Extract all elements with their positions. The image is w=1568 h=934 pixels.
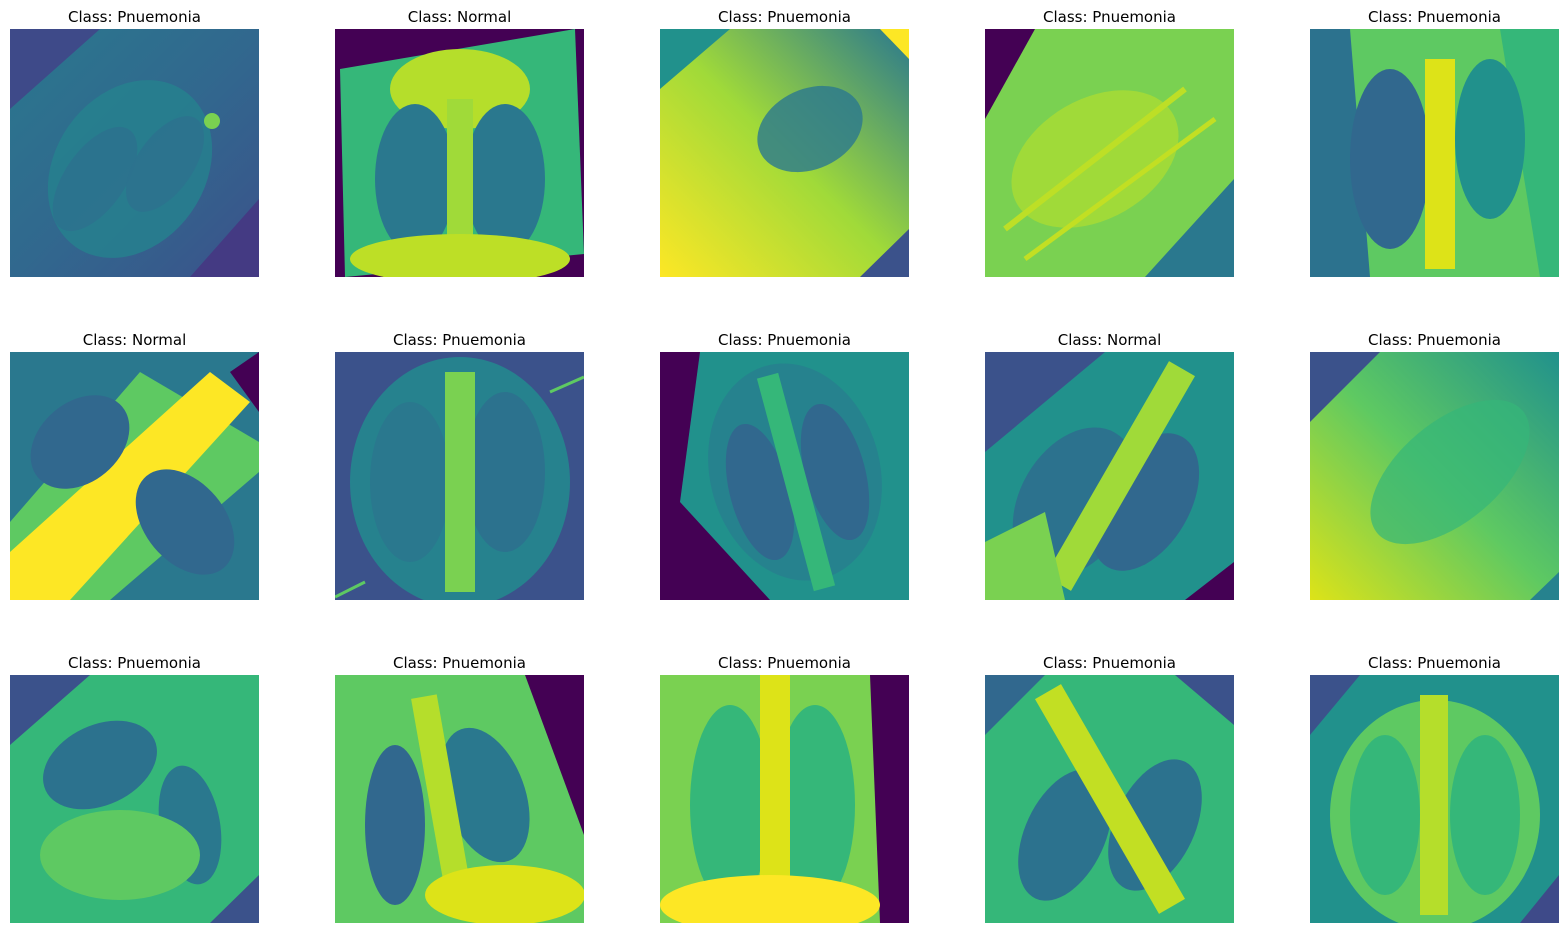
panel-15: Class: Pnuemonia	[1310, 652, 1559, 923]
panel-1: Class: Pnuemonia	[10, 6, 259, 277]
xray-image	[1310, 29, 1559, 277]
panel-6: Class: Normal	[10, 329, 259, 600]
xray-image	[10, 29, 259, 277]
panel-11: Class: Pnuemonia	[10, 652, 259, 923]
xray-image	[660, 352, 909, 600]
panel-13: Class: Pnuemonia	[660, 652, 909, 923]
panel-title: Class: Pnuemonia	[1368, 331, 1501, 349]
panel-title: Class: Normal	[1057, 331, 1162, 349]
xray-picture	[660, 675, 909, 923]
xray-image	[660, 675, 909, 923]
xray-picture	[985, 675, 1234, 923]
panel-7: Class: Pnuemonia	[335, 329, 584, 600]
xray-image	[985, 29, 1234, 277]
xray-picture	[10, 675, 259, 923]
xray-picture	[1310, 352, 1559, 600]
xray-image	[335, 675, 584, 923]
xray-image	[1310, 675, 1559, 923]
xray-image	[10, 352, 259, 600]
panel-8: Class: Pnuemonia	[660, 329, 909, 600]
panel-10: Class: Pnuemonia	[1310, 329, 1559, 600]
panel-3: Class: Pnuemonia	[660, 6, 909, 277]
panel-title: Class: Pnuemonia	[1043, 654, 1176, 672]
xray-picture	[335, 352, 584, 600]
xray-picture	[985, 352, 1234, 600]
xray-image	[335, 29, 584, 277]
panel-title: Class: Pnuemonia	[1368, 8, 1501, 26]
panel-4: Class: Pnuemonia	[985, 6, 1234, 277]
xray-image	[1310, 352, 1559, 600]
panel-title: Class: Pnuemonia	[718, 8, 851, 26]
panel-title: Class: Pnuemonia	[1043, 8, 1176, 26]
panel-9: Class: Normal	[985, 329, 1234, 600]
panel-title: Class: Normal	[82, 331, 187, 349]
panel-12: Class: Pnuemonia	[335, 652, 584, 923]
xray-picture	[335, 675, 584, 923]
xray-image	[335, 352, 584, 600]
panel-14: Class: Pnuemonia	[985, 652, 1234, 923]
xray-image	[985, 352, 1234, 600]
xray-picture	[660, 352, 909, 600]
panel-title: Class: Pnuemonia	[1368, 654, 1501, 672]
xray-picture	[10, 352, 259, 600]
xray-image	[10, 675, 259, 923]
xray-picture	[1310, 675, 1559, 923]
xray-picture	[985, 29, 1234, 277]
panel-5: Class: Pnuemonia	[1310, 6, 1559, 277]
panel-title: Class: Pnuemonia	[68, 654, 201, 672]
panel-title: Class: Pnuemonia	[68, 8, 201, 26]
xray-picture	[660, 29, 909, 277]
panel-2: Class: Normal	[335, 6, 584, 277]
xray-image	[660, 29, 909, 277]
xray-picture	[1310, 29, 1559, 277]
xray-image	[985, 675, 1234, 923]
panel-title: Class: Pnuemonia	[718, 331, 851, 349]
panel-title: Class: Pnuemonia	[718, 654, 851, 672]
panel-title: Class: Pnuemonia	[393, 654, 526, 672]
xray-picture	[335, 29, 584, 277]
panel-title: Class: Pnuemonia	[393, 331, 526, 349]
panel-title: Class: Normal	[407, 8, 512, 26]
xray-picture	[10, 29, 259, 277]
